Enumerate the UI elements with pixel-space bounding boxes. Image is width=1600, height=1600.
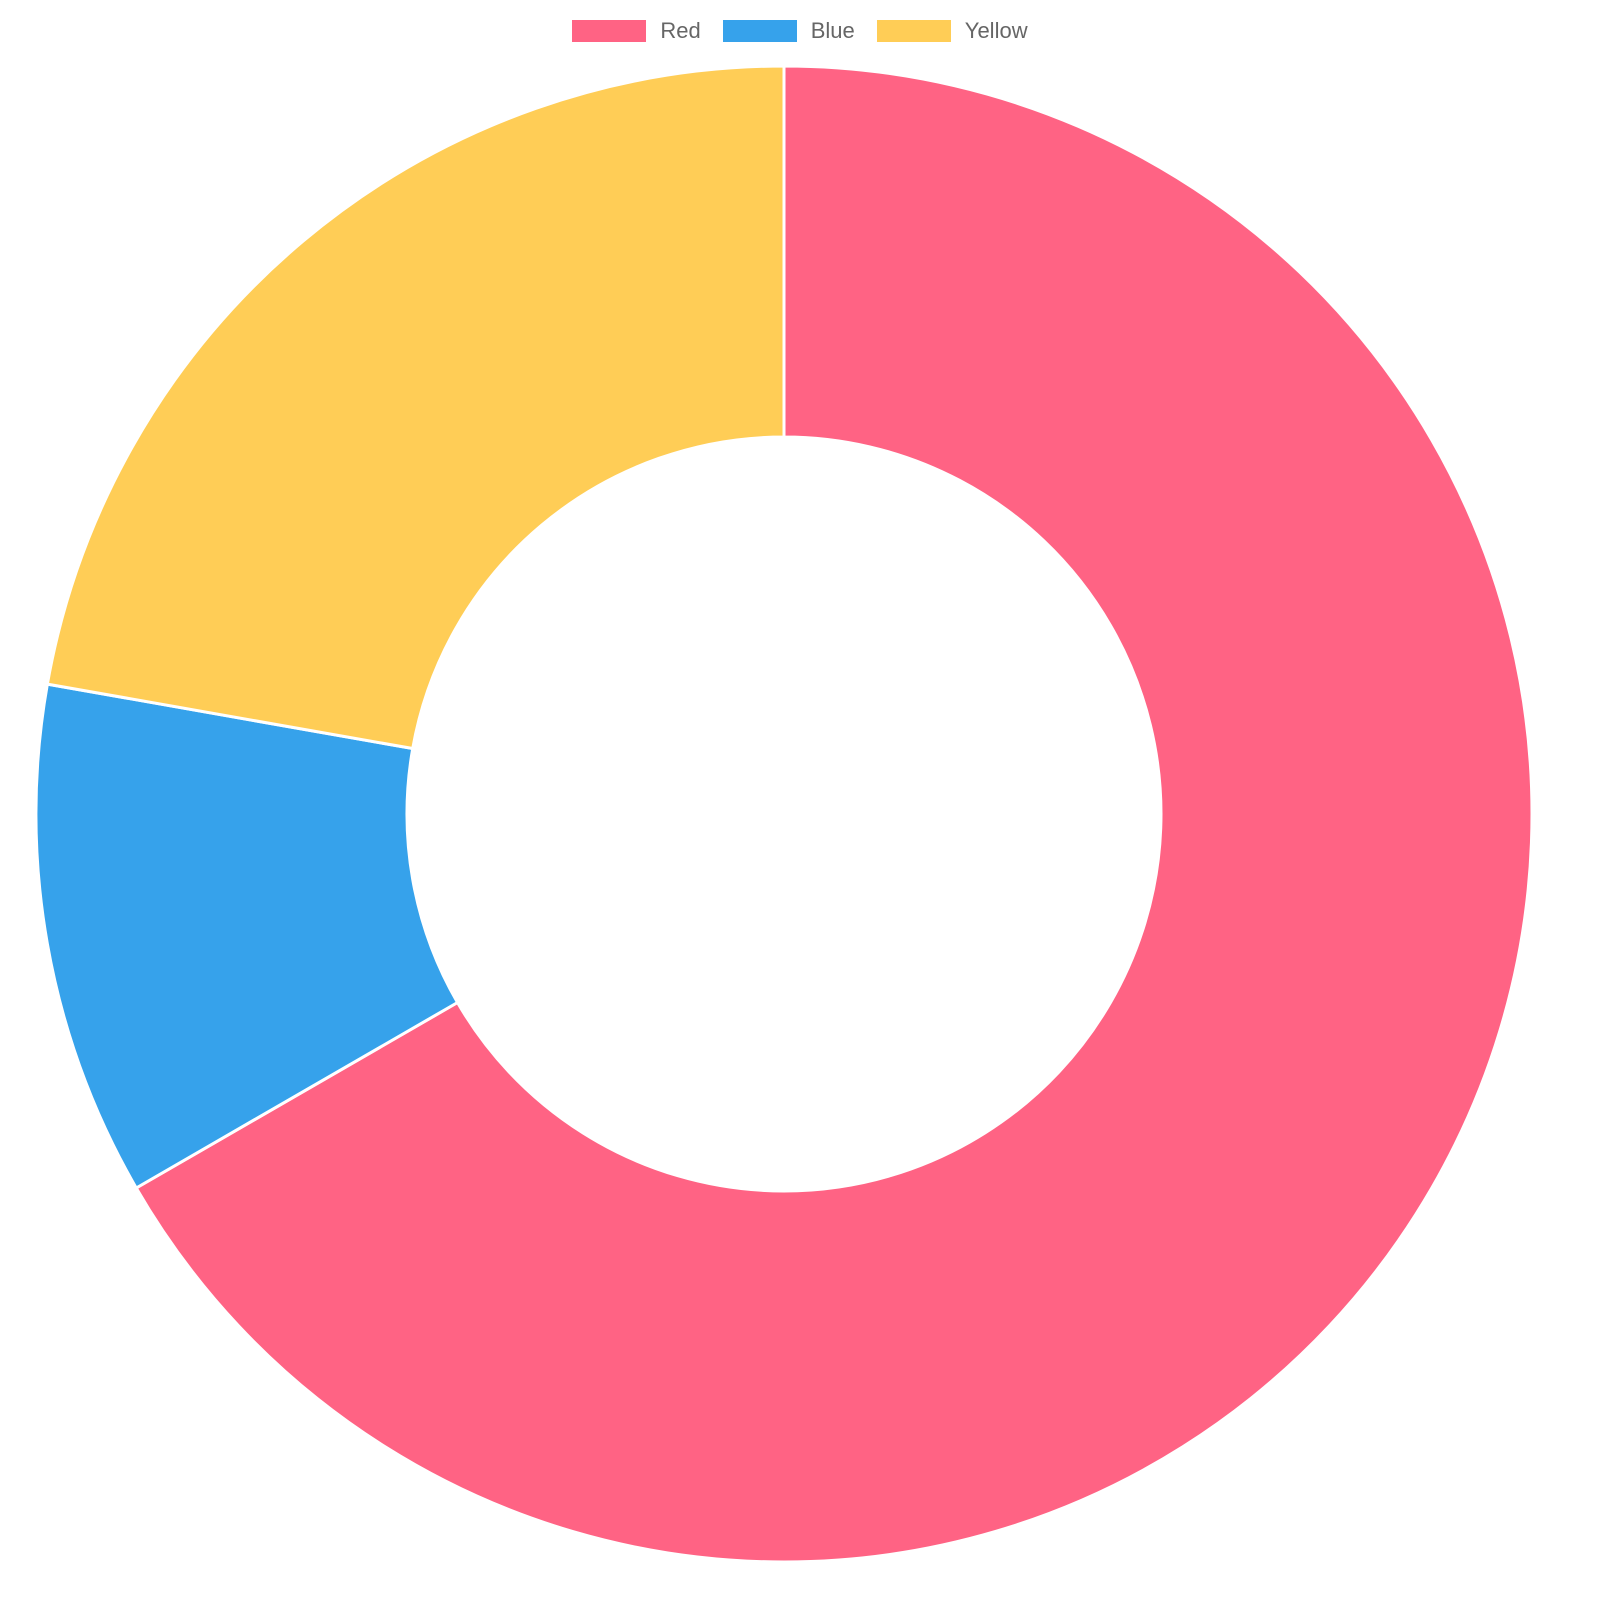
- legend-swatch-yellow: [876, 20, 951, 42]
- legend-swatch-blue: [722, 20, 797, 42]
- donut-slice-blue[interactable]: [34, 682, 460, 1191]
- legend-item-yellow[interactable]: Yellow: [876, 18, 1028, 44]
- legend-label-blue: Blue: [810, 18, 855, 43]
- legend-label-red: Red: [660, 18, 701, 43]
- donut-slice-yellow[interactable]: [45, 64, 786, 751]
- legend-item-red[interactable]: Red: [572, 18, 701, 44]
- legend-swatch-red: [572, 20, 647, 42]
- legend-label-yellow: Yellow: [964, 18, 1028, 43]
- legend-item-blue[interactable]: Blue: [722, 18, 855, 44]
- chart-legend: Red Blue Yellow: [0, 18, 1600, 44]
- donut-slice-red[interactable]: [134, 64, 1534, 1564]
